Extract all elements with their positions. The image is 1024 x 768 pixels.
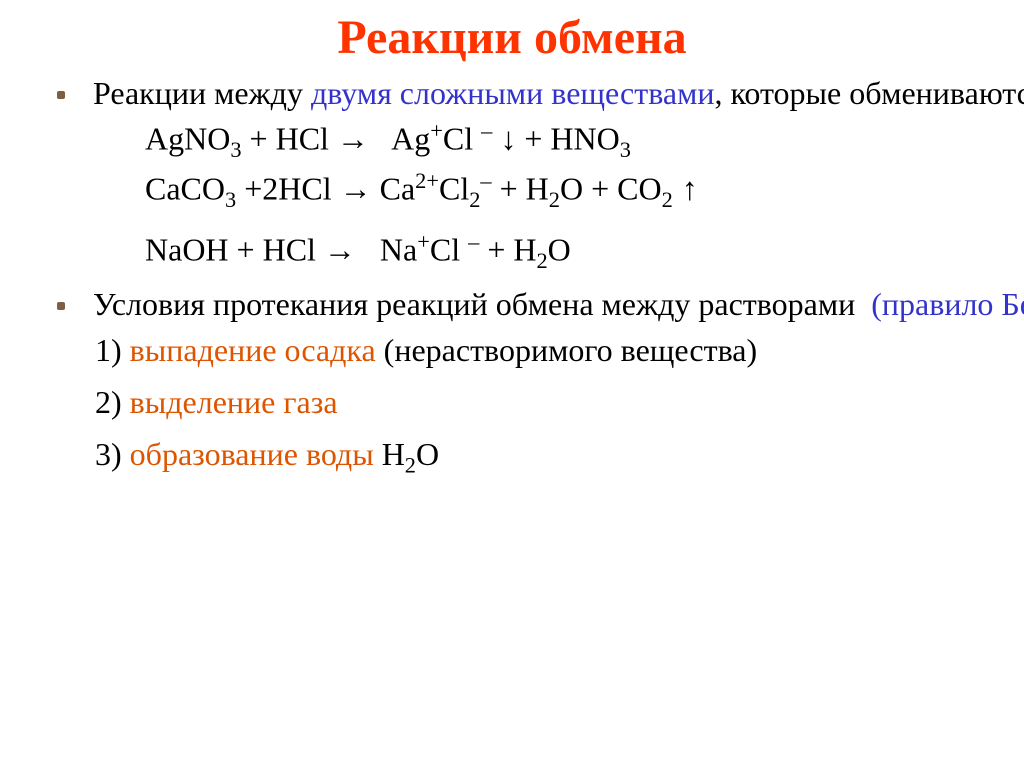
eq-seg: + H bbox=[479, 231, 536, 267]
bullet-icon bbox=[57, 91, 65, 99]
cond-em: выпадение осадка bbox=[130, 332, 384, 368]
arrow-icon: → bbox=[337, 121, 369, 157]
equations-block: AgNO3 + HCl → Ag+Cl – ↓ + HNO3 CaCO3 +2H… bbox=[145, 115, 989, 276]
cond-sub: 2 bbox=[405, 452, 416, 477]
def-em1: двумя bbox=[311, 75, 392, 111]
up-arrow-icon: ↑ bbox=[673, 171, 698, 207]
eq-seg: + H bbox=[492, 171, 549, 207]
eq-seg: NaOH + HCl bbox=[145, 231, 324, 267]
eq-sub: 3 bbox=[620, 137, 631, 162]
eq-seg: + HNO bbox=[516, 121, 619, 157]
eq-sup: + bbox=[430, 118, 443, 143]
cond-em: выделение газа bbox=[130, 384, 338, 420]
cond-title-em: (правило Бертолле): bbox=[871, 286, 1024, 322]
eq-seg: Na bbox=[380, 231, 417, 267]
equation-2: CaCO3 +2HCl → Ca2+Cl2– + H2O + CO2 ↑ bbox=[145, 165, 989, 215]
cond-rest: H bbox=[382, 436, 405, 472]
def-em2: сложными веществами bbox=[400, 75, 715, 111]
cond-num: 3) bbox=[95, 436, 130, 472]
eq-seg bbox=[372, 171, 380, 207]
eq-seg: Cl bbox=[439, 171, 469, 207]
eq-sub: 3 bbox=[230, 137, 241, 162]
eq-sub: 2 bbox=[662, 187, 673, 212]
definition-text: Реакции между двумя сложными веществами,… bbox=[93, 73, 1024, 113]
eq-seg: AgNO bbox=[145, 121, 230, 157]
eq-sup: + bbox=[417, 229, 430, 254]
equation-1: AgNO3 + HCl → Ag+Cl – ↓ + HNO3 bbox=[145, 115, 989, 165]
condition-1: 1) выпадение осадка (нерастворимого веще… bbox=[95, 330, 989, 370]
eq-seg: Cl bbox=[443, 121, 481, 157]
eq-seg: O + CO bbox=[560, 171, 662, 207]
eq-sup: 2+ bbox=[415, 168, 439, 193]
down-arrow-icon: ↓ bbox=[500, 121, 516, 157]
cond-num: 2) bbox=[95, 384, 130, 420]
eq-sub: 2 bbox=[469, 187, 480, 212]
cond-title-pre: Условия протекания реакций обмена между … bbox=[93, 286, 871, 322]
def-seg: Реакции между bbox=[93, 75, 311, 111]
conditions-title: Условия протекания реакций обмена между … bbox=[93, 284, 1024, 326]
eq-seg: Ca bbox=[380, 171, 416, 207]
arrow-icon: → bbox=[340, 171, 372, 207]
eq-sub: 2 bbox=[549, 187, 560, 212]
eq-seg: CaCO bbox=[145, 171, 225, 207]
cond-em: образование воды bbox=[130, 436, 382, 472]
equation-3: NaOH + HCl → Na+Cl – + H2O bbox=[145, 226, 989, 276]
eq-sup: – bbox=[481, 118, 492, 143]
eq-sub: 3 bbox=[225, 187, 236, 212]
eq-seg: Ag bbox=[391, 121, 430, 157]
eq-seg bbox=[369, 121, 391, 157]
eq-seg: +2HCl bbox=[236, 171, 339, 207]
condition-3: 3) образование воды H2O bbox=[95, 434, 989, 479]
eq-seg: O bbox=[548, 231, 571, 267]
eq-seg: + HCl bbox=[242, 121, 337, 157]
cond-rest: (нерастворимого вещества) bbox=[384, 332, 757, 368]
def-seg bbox=[392, 75, 400, 111]
eq-sub: 2 bbox=[536, 248, 547, 273]
cond-num: 1) bbox=[95, 332, 130, 368]
condition-2: 2) выделение газа bbox=[95, 382, 989, 422]
eq-sup: – bbox=[468, 229, 479, 254]
cond-rest2: O bbox=[416, 436, 439, 472]
arrow-icon: → bbox=[324, 231, 356, 267]
eq-seg bbox=[356, 231, 380, 267]
eq-sup: – bbox=[480, 168, 491, 193]
bullet-icon bbox=[57, 302, 65, 310]
def-seg: , которые обмениваются своими составными… bbox=[714, 75, 1024, 111]
conditions-title-row: Условия протекания реакций обмена между … bbox=[35, 284, 989, 326]
definition-row: Реакции между двумя сложными веществами,… bbox=[35, 73, 989, 113]
eq-seg: Cl bbox=[430, 231, 468, 267]
slide-title: Реакции обмена bbox=[35, 10, 989, 65]
